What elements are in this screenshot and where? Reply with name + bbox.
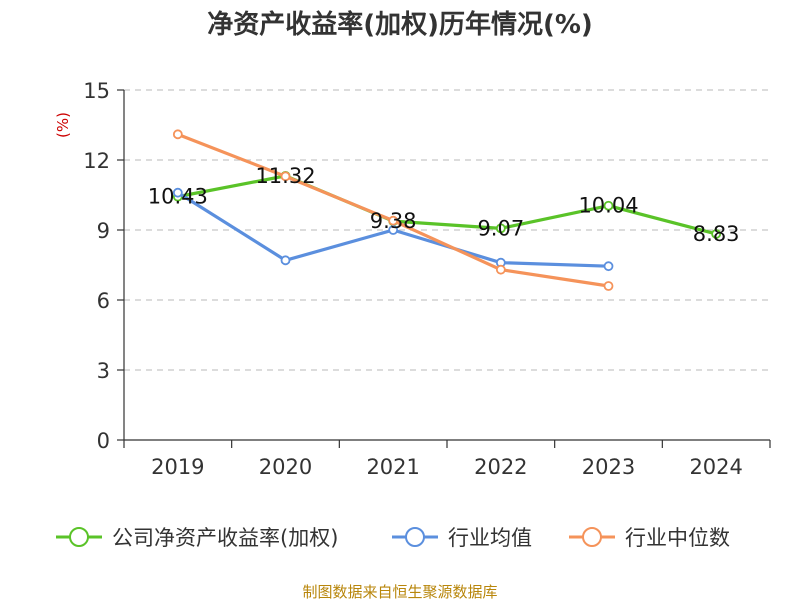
data-point [603, 200, 614, 211]
data-point [388, 225, 399, 235]
grid-lines [124, 89, 770, 371]
x-tick-label: 2022 [474, 455, 527, 479]
legend-marker-2 [582, 527, 602, 547]
x-tick-label: 2023 [582, 455, 635, 479]
y-tick-label: 6 [97, 289, 110, 313]
x-tick-label: 2021 [366, 455, 419, 479]
data-label: 8.83 [693, 222, 740, 246]
x-tick-label: 2024 [689, 455, 742, 479]
legend-label: 行业中位数 [625, 526, 730, 550]
y-tick-label: 15 [83, 79, 110, 103]
data-label: 10.43 [148, 185, 208, 209]
data-point [172, 129, 183, 140]
data-label: 9.07 [477, 216, 524, 240]
x-tick-label: 2020 [259, 455, 312, 479]
legend-label: 公司净资产收益率(加权) [112, 526, 338, 550]
data-point [280, 171, 291, 182]
legend-marker-0 [69, 527, 89, 547]
series-line-0 [177, 174, 717, 236]
y-tick-label: 9 [97, 219, 110, 243]
data-point [388, 215, 399, 226]
data-point [280, 255, 291, 266]
legend-label: 行业均值 [448, 526, 532, 550]
data-labels: 10.43 11.32 9.38 9.07 10.04 8.83 [148, 164, 740, 246]
y-tick-label: 3 [97, 359, 110, 383]
chart-title: 净资产收益率(加权)历年情况(%) [207, 9, 593, 40]
axes: 0 3 6 9 12 15 2019 2020 2021 2022 2023 2024 [83, 79, 771, 479]
data-point [495, 264, 506, 275]
y-axis-unit-label: (%) [54, 112, 72, 138]
data-point [172, 187, 183, 198]
data-label: 10.04 [578, 194, 638, 218]
y-tick-label: 0 [97, 429, 110, 453]
series-lines [172, 129, 722, 291]
data-label: 11.32 [255, 164, 315, 188]
legend: 公司净资产收益率(加权) 行业均值 行业中位数 [56, 526, 730, 550]
legend-marker-1 [405, 527, 425, 547]
x-tick-label: 2019 [151, 455, 204, 479]
data-point [603, 261, 614, 272]
y-tick-label: 12 [83, 149, 110, 173]
data-point [603, 281, 614, 291]
data-point [495, 223, 506, 234]
source-note: 制图数据来自恒生聚源数据库 [302, 583, 497, 600]
data-label: 9.38 [370, 209, 417, 233]
data-point [711, 229, 722, 239]
